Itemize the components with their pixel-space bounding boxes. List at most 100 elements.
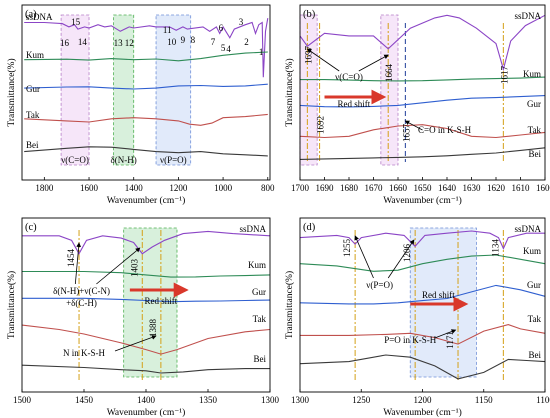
series-line-bei (299, 354, 546, 380)
series-line-kum (299, 254, 546, 272)
panel-d: 1300 1250 1200 1150 1100 Wavenumber (cm⁻¹) Tra… (284, 217, 550, 418)
peak-number-label: 11 (163, 25, 172, 35)
x-axis-label: Wavenumber (cm⁻¹) (383, 407, 462, 418)
annotation-dch: +δ(C-H) (66, 298, 97, 308)
annotation-red-shift: Red shift (145, 296, 178, 306)
guide-value-label: 1134 (490, 239, 500, 257)
peak-number-label: 16 (60, 38, 70, 48)
peak-number-label: 7 (211, 37, 216, 47)
panel-label: (c) (25, 222, 37, 233)
series-line-tak (300, 324, 546, 345)
guide-value-label: 1664 (384, 64, 394, 83)
annotation-red-shift: Red shift (422, 290, 455, 300)
guide-value-label: 1454 (66, 249, 76, 268)
peak-number-label: 5 (221, 43, 226, 53)
annotation-arrow (354, 235, 374, 279)
panel-a: 1800 1600 1400 1200 1000 800 Wavenumber (cm⁻¹)… (6, 4, 275, 206)
panel-b: 1700 1690 1680 1670 1660 1650 1640 1630 1620 1610… (284, 4, 550, 206)
highlight-region (60, 14, 90, 166)
x-tick-label: 1350 (199, 395, 218, 405)
x-tick-label: 1200 (169, 183, 188, 193)
x-tick-label: 1670 (365, 183, 384, 193)
series-line-kum (24, 51, 268, 62)
series-line-ssdna (24, 18, 269, 78)
x-tick-label: 1600 (536, 183, 550, 193)
annotation-dnh: δ(N-H)+ν(C-N) (53, 286, 110, 296)
series-label-tak: Tak (528, 125, 542, 135)
annotation-kah: C=O in K-S-H (418, 125, 472, 135)
x-tick-label: 1400 (137, 395, 156, 405)
series-label-ssdna: ssDNA (514, 11, 541, 21)
x-tick-label: 1680 (340, 183, 359, 193)
guide-value-label: 1697 (303, 46, 313, 65)
series-line-kum (22, 270, 271, 278)
series-line-gur (22, 297, 271, 303)
peak-number-label: 15 (71, 17, 81, 27)
series-label-gur: Gur (527, 99, 541, 109)
series-label-gur: Gur (26, 84, 40, 94)
x-tick-label: 1700 (291, 183, 310, 193)
panel-label: (d) (303, 222, 316, 233)
region-label: ν(C=O) (61, 155, 89, 165)
peak-number-label: 8 (191, 35, 196, 45)
series-label-kum: Kum (523, 246, 541, 256)
region-label: δ(N-H) (111, 155, 137, 165)
series-label-gur: Gur (252, 287, 266, 297)
annotation-red-shift: Red shift (338, 99, 371, 109)
guide-value-label: 1388 (148, 319, 158, 338)
panel-label: (b) (303, 9, 316, 20)
highlight-region (155, 14, 192, 166)
guide-value-label: 1255 (342, 239, 352, 258)
series-label-ssdna: ssDNA (26, 12, 53, 22)
x-tick-label: 1800 (35, 183, 54, 193)
x-tick-label: 1400 (125, 183, 144, 193)
series-line-kum (300, 76, 546, 82)
panel-c: 1500 1450 1400 1350 1300 Wavenumber (cm⁻¹) Tra… (6, 217, 280, 418)
guide-value-label: 1171 (445, 331, 455, 349)
x-tick-label: 1300 (291, 395, 310, 405)
x-axis-label: Wavenumber (cm⁻¹) (107, 195, 186, 206)
region-label: ν(P=O) (160, 155, 187, 165)
y-axis-label: Transmittance(%) (6, 58, 17, 126)
series-label-tak: Tak (253, 314, 267, 324)
peak-number-label: 14 (78, 37, 88, 47)
series-label-bei: Bei (26, 140, 39, 150)
series-label-tak: Tak (26, 110, 40, 120)
series-line-tak (24, 113, 268, 126)
peak-number-label: 1 (259, 47, 264, 57)
y-axis-label: Transmittance(%) (6, 271, 17, 339)
highlight-region (113, 14, 135, 166)
y-axis-label: Transmittance(%) (284, 271, 295, 339)
peak-number-label: 13 (114, 38, 124, 48)
x-tick-label: 1630 (463, 183, 482, 193)
x-tick-label: 1660 (389, 183, 408, 193)
x-tick-label: 1690 (316, 183, 335, 193)
series-label-tak: Tak (528, 314, 542, 324)
series-line-gur (299, 95, 546, 108)
x-tick-label: 1450 (75, 395, 94, 405)
annotation-p-kah: P=O in K-S-H (384, 335, 437, 345)
annotation-arrow (434, 329, 457, 339)
annotation-arrow (358, 54, 389, 72)
series-line-ssdna (22, 230, 271, 255)
series-label-kum: Kum (26, 50, 44, 60)
annotation-arrow (404, 120, 423, 131)
annotation-arrow (306, 48, 340, 72)
guide-value-label: 1403 (129, 259, 139, 278)
annotation-vco: ν(C=O) (335, 72, 363, 82)
peak-number-label: 12 (125, 38, 134, 48)
x-tick-label: 1300 (261, 395, 280, 405)
series-line-bei (24, 146, 268, 157)
series-line-ssdna (299, 230, 545, 250)
panel-label: (a) (25, 9, 37, 20)
x-tick-label: 1150 (475, 395, 493, 405)
x-tick-label: 800 (261, 183, 275, 193)
highlight-region (299, 14, 318, 166)
guide-value-label: 1617 (499, 65, 509, 84)
series-label-bei: Bei (529, 350, 542, 360)
series-label-bei: Bei (529, 149, 542, 159)
x-tick-label: 1610 (512, 183, 531, 193)
x-axis-label: Wavenumber (cm⁻¹) (107, 407, 186, 418)
x-tick-label: 1600 (80, 183, 99, 193)
